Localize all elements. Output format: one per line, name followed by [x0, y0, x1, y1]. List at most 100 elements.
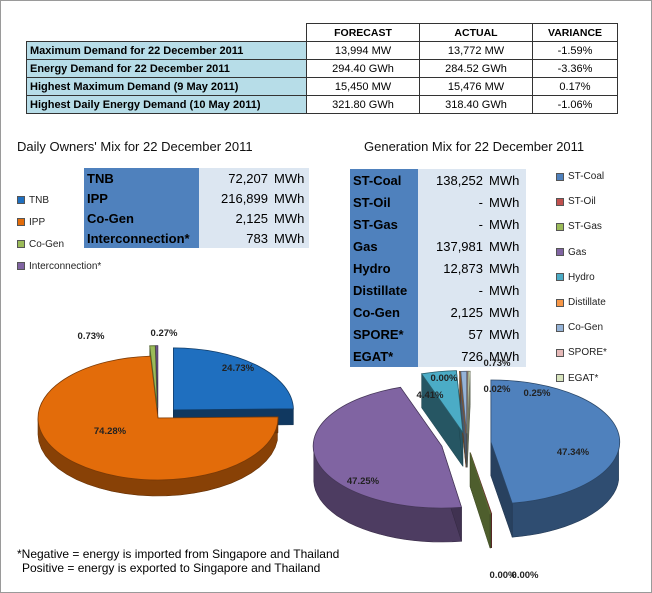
gen-name: EGAT* — [350, 345, 418, 367]
legend-label: Gas — [568, 246, 587, 258]
gen-name: ST-Gas — [350, 213, 418, 235]
owner-unit: MWh — [271, 228, 309, 248]
legend-swatch — [556, 197, 564, 206]
gen-name: Gas — [350, 235, 418, 257]
pie-slice — [155, 345, 159, 408]
legend-swatch — [556, 273, 564, 282]
summary-table: FORECAST ACTUAL VARIANCE Maximum Demand … — [26, 23, 618, 114]
pie-slice — [420, 370, 464, 434]
data-label: 0.27% — [151, 328, 178, 339]
data-label: 47.25% — [347, 476, 380, 487]
table-row: Highest Daily Energy Demand (10 May 2011… — [26, 95, 618, 114]
gen-value: 726 — [418, 345, 486, 367]
owner-name: Interconnection* — [84, 228, 199, 248]
gen-unit: MWh — [486, 257, 526, 279]
pie-slice — [490, 379, 621, 504]
legend-item: Distillate — [556, 290, 607, 315]
owner-value: 72,207 — [198, 168, 271, 188]
legend-item: Co-Gen — [556, 315, 607, 340]
generation-legend: ST-Coal ST-Oil ST-Gas Gas Hydro Distillate Co-… — [556, 164, 607, 391]
gen-value: - — [418, 279, 486, 301]
legend-label: Interconnection* — [29, 260, 102, 272]
table-row: IPP 216,899 MWh — [84, 188, 309, 208]
forecast-cell: 294.40 GWh — [306, 59, 420, 78]
row-label: Maximum Demand for 22 December 2011 — [26, 41, 307, 60]
forecast-cell: 15,450 MW — [306, 77, 420, 96]
legend-swatch — [556, 323, 564, 332]
pie-slice — [312, 386, 463, 509]
legend-swatch — [556, 374, 564, 383]
data-label: 74.28% — [94, 426, 127, 437]
table-row: EGAT* 726 MWh — [350, 345, 526, 367]
row-label: Energy Demand for 22 December 2011 — [26, 59, 307, 78]
legend-label: SPORE* — [568, 347, 607, 359]
generation-mix-title: Generation Mix for 22 December 2011 — [364, 139, 585, 154]
legend-label: Distillate — [568, 297, 606, 309]
legend-swatch — [17, 262, 25, 270]
legend-swatch — [556, 222, 564, 231]
legend-item: ST-Gas — [556, 214, 607, 239]
gen-name: Hydro — [350, 257, 418, 279]
gen-name: Distillate — [350, 279, 418, 301]
owner-unit: MWh — [271, 208, 309, 228]
generation-pie: 47.34%0.00%0.00%47.25%4.41%0.00%0.73%0.0… — [312, 358, 621, 581]
legend-label: TNB — [29, 194, 49, 206]
owner-unit: MWh — [271, 188, 309, 208]
forecast-cell: 13,994 MW — [306, 41, 420, 60]
footnote-line-2: Positive = energy is exported to Singapo… — [22, 561, 321, 575]
legend-swatch — [17, 240, 25, 248]
data-label: 0.02% — [484, 384, 511, 395]
gen-value: - — [418, 191, 486, 213]
gen-name: Co-Gen — [350, 301, 418, 323]
legend-item: Interconnection* — [17, 255, 101, 277]
legend-swatch — [556, 348, 564, 357]
variance-cell: -1.59% — [532, 41, 618, 60]
gen-unit: MWh — [486, 301, 526, 323]
table-row: Hydro 12,873 MWh — [350, 257, 526, 279]
owner-name: IPP — [84, 188, 199, 208]
legend-swatch — [17, 218, 25, 226]
header-actual: ACTUAL — [419, 23, 533, 42]
table-row: Gas 137,981 MWh — [350, 235, 526, 257]
footnote: *Negative = energy is imported from Sing… — [17, 547, 339, 575]
owners-pie: 24.73% 74.28% 0.73% 0.27% — [37, 328, 294, 497]
data-label: 0.00% — [490, 570, 517, 581]
legend-label: ST-Oil — [568, 196, 596, 208]
owners-table: TNB 72,207 MWh IPP 216,899 MWh Co-Gen 2,125 MW… — [84, 168, 310, 248]
legend-swatch — [17, 196, 25, 204]
pie-slice — [173, 347, 294, 411]
gen-unit: MWh — [486, 169, 526, 191]
table-row: ST-Gas - MWh — [350, 213, 526, 235]
data-label: 0.73% — [484, 358, 511, 369]
table-row: Maximum Demand for 22 December 2011 13,9… — [26, 41, 618, 60]
legend-item: ST-Coal — [556, 164, 607, 189]
data-label: 0.73% — [78, 331, 105, 342]
table-row: Interconnection* 783 MWh — [84, 228, 309, 248]
legend-label: Co-Gen — [29, 238, 65, 250]
row-label: Highest Daily Energy Demand (10 May 2011… — [26, 95, 307, 114]
legend-label: Hydro — [568, 271, 595, 283]
data-label: 0.25% — [524, 388, 551, 399]
owners-legend: TNB IPP Co-Gen Interconnection* — [17, 189, 101, 277]
legend-label: EGAT* — [568, 372, 599, 384]
gen-value: 2,125 — [418, 301, 486, 323]
legend-item: Gas — [556, 240, 607, 265]
table-row: SPORE* 57 MWh — [350, 323, 526, 345]
summary-header-row: FORECAST ACTUAL VARIANCE — [26, 23, 618, 42]
summary-header-blank — [26, 23, 307, 42]
gen-unit: MWh — [486, 191, 526, 213]
forecast-cell: 321.80 GWh — [306, 95, 420, 114]
table-row: ST-Coal 138,252 MWh — [350, 169, 526, 191]
pie-slice — [469, 452, 492, 515]
pie-slice — [460, 370, 468, 434]
header-forecast: FORECAST — [306, 23, 420, 42]
legend-item: ST-Oil — [556, 189, 607, 214]
owner-name: TNB — [84, 168, 199, 188]
legend-item: EGAT* — [556, 366, 607, 391]
legend-label: IPP — [29, 216, 46, 228]
table-row: Distillate - MWh — [350, 279, 526, 301]
pie-slice — [37, 355, 279, 481]
legend-label: Co-Gen — [568, 322, 604, 334]
gen-name: SPORE* — [350, 323, 418, 345]
